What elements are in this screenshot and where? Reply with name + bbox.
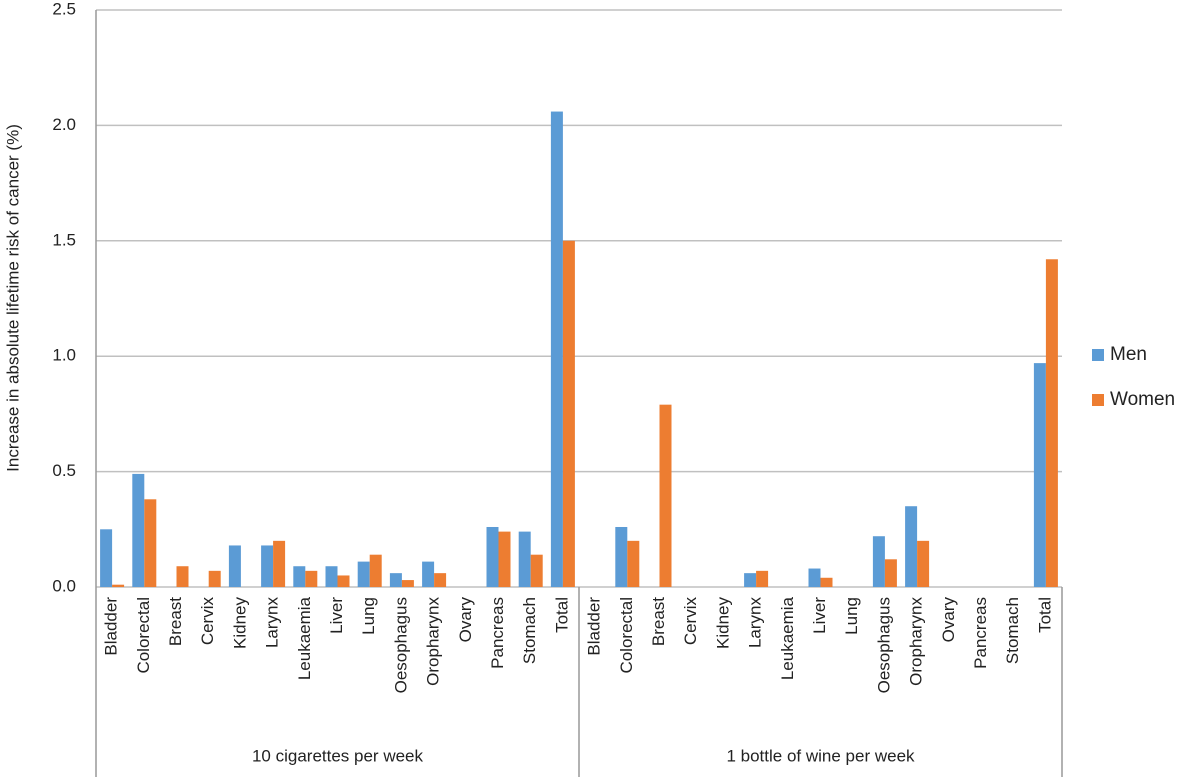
bar <box>486 526 499 587</box>
bar <box>422 561 435 587</box>
bar <box>434 573 447 587</box>
bar <box>100 529 113 587</box>
y-tick-label: 1.5 <box>52 230 76 249</box>
bar <box>615 526 628 587</box>
bar <box>744 573 757 587</box>
bar <box>144 499 157 587</box>
x-tick-label: Leukaemia <box>295 596 314 680</box>
x-tick-label: Breast <box>649 597 668 646</box>
y-tick-label: 0.5 <box>52 461 76 480</box>
x-tick-label: Larynx <box>263 597 282 649</box>
x-tick-label: Oesophagus <box>874 597 893 693</box>
group-label: 1 bottle of wine per week <box>726 746 915 765</box>
bar <box>132 473 145 587</box>
bar <box>808 568 821 587</box>
bar <box>917 540 930 587</box>
bar <box>627 540 640 587</box>
x-tick-label: Leukaemia <box>778 596 797 680</box>
bar <box>884 559 897 587</box>
bar <box>905 506 918 587</box>
bar <box>337 575 350 587</box>
bar <box>176 566 189 587</box>
bar <box>293 566 306 587</box>
bar <box>369 554 382 587</box>
bar <box>228 545 241 587</box>
bar <box>518 531 531 587</box>
legend-label: Women <box>1110 389 1175 410</box>
x-tick-label: Colorectal <box>617 597 636 674</box>
x-tick-label: Breast <box>166 597 185 646</box>
bar <box>261 545 274 587</box>
x-tick-label: Stomach <box>1003 597 1022 664</box>
legend-swatch <box>1092 349 1104 361</box>
bar <box>550 111 563 587</box>
bar <box>273 540 286 587</box>
bar <box>112 584 125 587</box>
x-tick-label: Total <box>552 597 571 633</box>
bar <box>820 577 833 587</box>
bar <box>659 404 672 587</box>
x-tick-label: Cervix <box>198 597 217 646</box>
x-tick-label: Oesophagus <box>391 597 410 693</box>
x-tick-label: Kidney <box>713 597 732 649</box>
x-tick-label: Pancreas <box>971 597 990 669</box>
x-tick-label: Oropharynx <box>907 597 926 686</box>
x-tick-label: Oropharynx <box>424 597 443 686</box>
bar <box>305 570 318 587</box>
x-tick-label: Bladder <box>585 597 604 656</box>
bar <box>389 573 402 587</box>
bar <box>1033 363 1046 587</box>
legend-label: Men <box>1110 344 1147 365</box>
x-tick-label: Larynx <box>746 597 765 649</box>
x-tick-label: Bladder <box>102 597 121 656</box>
bar <box>872 536 885 587</box>
x-tick-label: Stomach <box>520 597 539 664</box>
y-axis-label: Increase in absolute lifetime risk of ca… <box>3 124 22 472</box>
y-tick-label: 0.0 <box>52 576 76 595</box>
bar <box>562 240 575 588</box>
y-tick-label: 2.0 <box>52 115 76 134</box>
x-tick-label: Kidney <box>230 597 249 649</box>
bar <box>325 566 338 587</box>
x-tick-label: Lung <box>842 597 861 635</box>
bar <box>1045 259 1058 587</box>
y-tick-label: 1.0 <box>52 346 76 365</box>
x-tick-label: Lung <box>359 597 378 635</box>
x-tick-label: Colorectal <box>134 597 153 674</box>
x-tick-label: Ovary <box>456 597 475 643</box>
x-tick-label: Pancreas <box>488 597 507 669</box>
bar <box>357 561 370 587</box>
bar <box>756 570 769 587</box>
x-tick-label: Liver <box>810 597 829 634</box>
x-tick-label: Total <box>1035 597 1054 633</box>
y-tick-label: 2.5 <box>52 0 76 18</box>
bar <box>208 570 221 587</box>
group-label: 10 cigarettes per week <box>252 746 424 765</box>
x-tick-label: Liver <box>327 597 346 634</box>
bar <box>401 580 414 587</box>
legend-swatch <box>1092 394 1104 406</box>
bar <box>498 531 511 587</box>
x-tick-label: Ovary <box>939 597 958 643</box>
x-tick-label: Cervix <box>681 597 700 646</box>
bar <box>530 554 543 587</box>
